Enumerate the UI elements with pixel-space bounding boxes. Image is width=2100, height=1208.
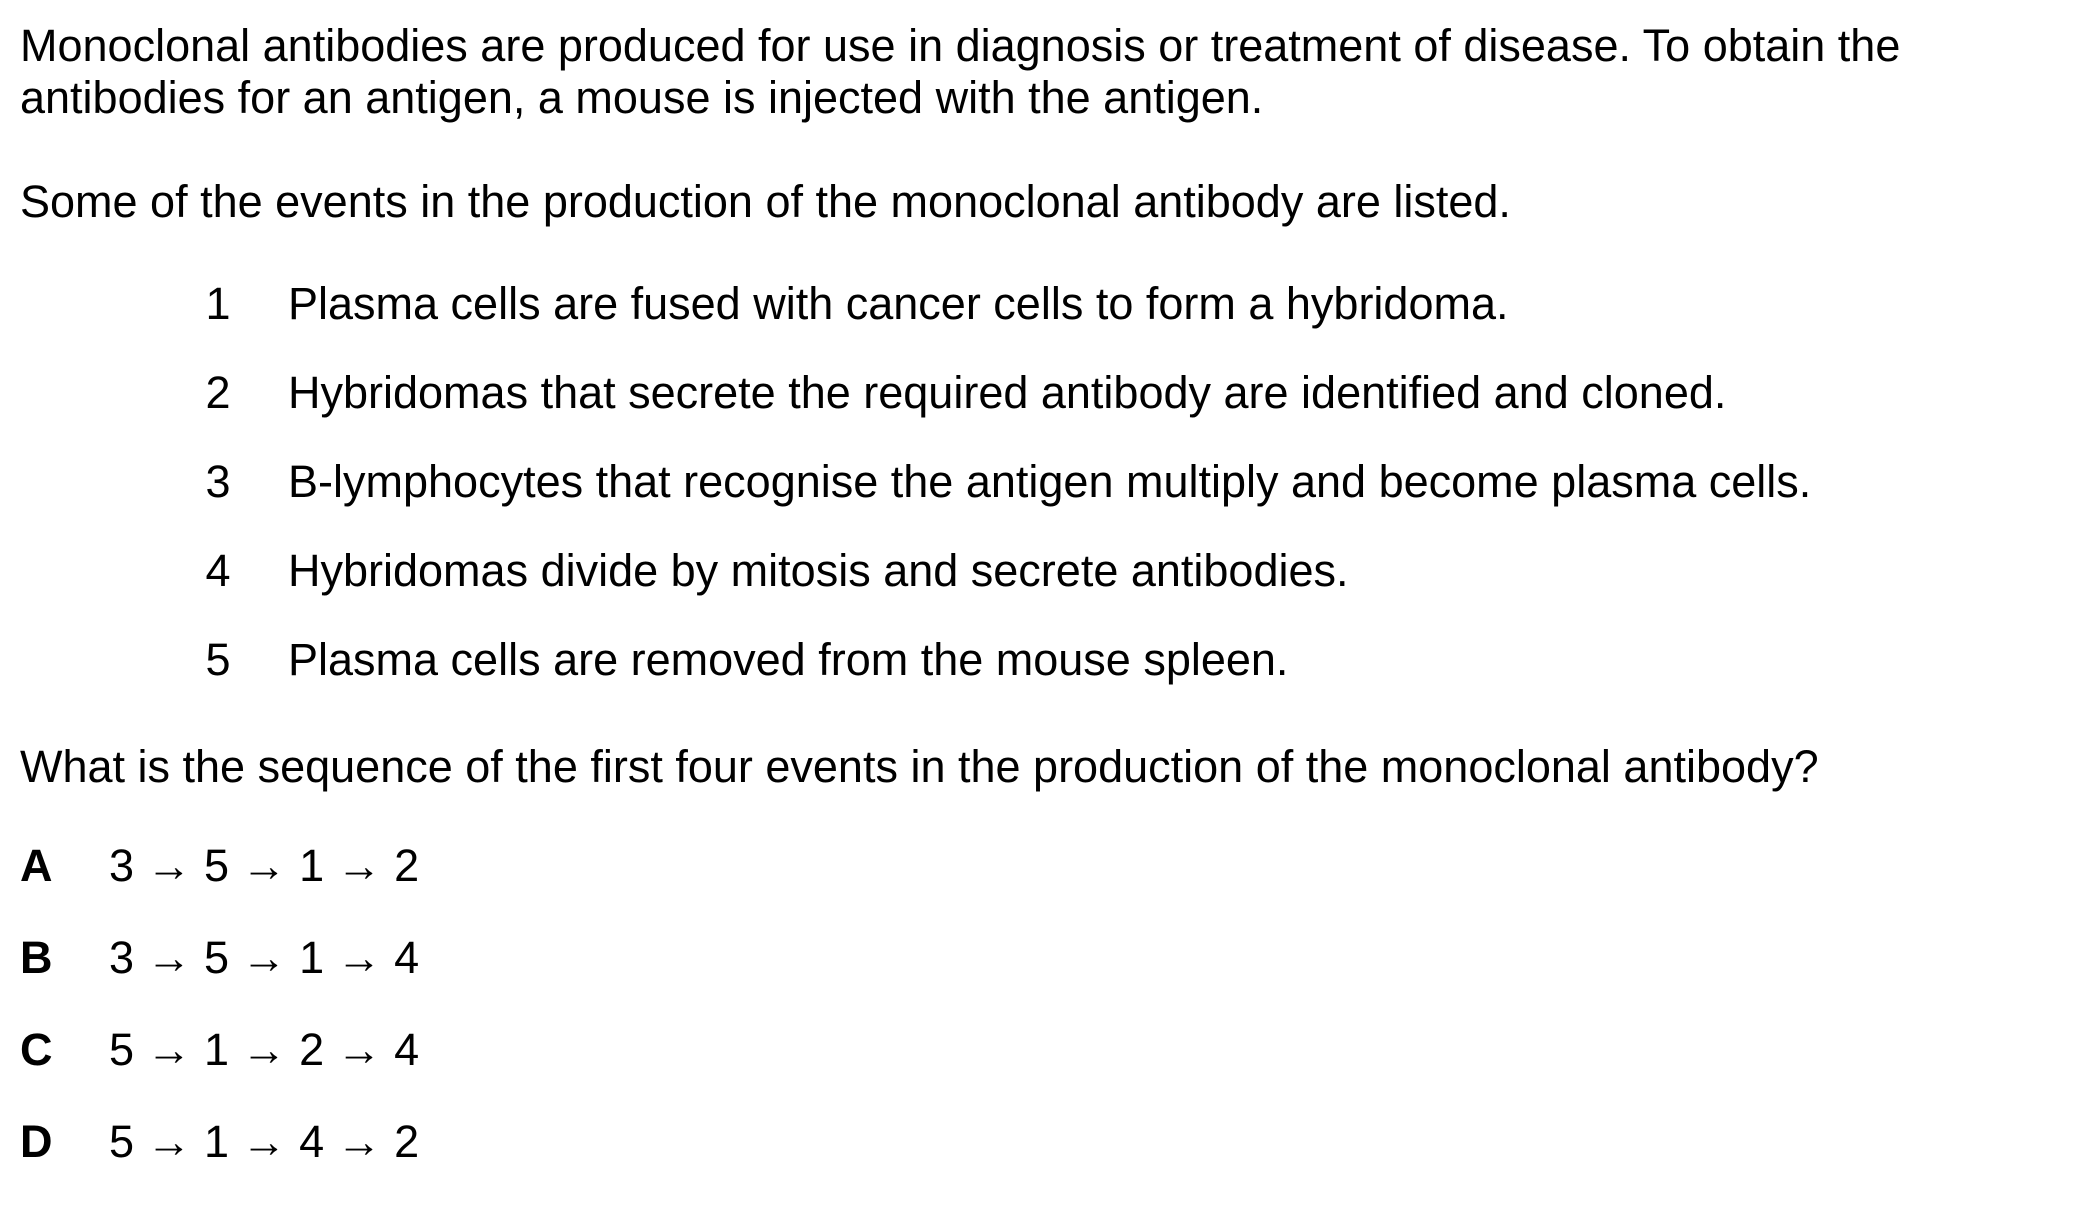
event-number: 5 xyxy=(205,634,231,685)
event-number: 2 xyxy=(205,367,231,418)
events-lead-text: Some of the events in the production of … xyxy=(20,176,1511,227)
intro-line-1: Monoclonal antibodies are produced for u… xyxy=(20,20,1901,71)
option-sequence: 5 → 1 → 2 → 4 xyxy=(109,1024,420,1075)
option-letter: C xyxy=(20,1024,53,1075)
option-letter: D xyxy=(20,1116,53,1167)
intro-paragraph: Monoclonal antibodies are produced for u… xyxy=(20,20,1900,124)
option-sequence: 3 → 5 → 1 → 2 xyxy=(109,840,420,891)
event-number: 3 xyxy=(205,456,231,507)
event-text: Hybridomas divide by mitosis and secrete… xyxy=(288,545,1349,596)
event-number: 1 xyxy=(205,278,231,329)
intro-line-2: antibodies for an antigen, a mouse is in… xyxy=(20,72,1264,123)
question-page: Monoclonal antibodies are produced for u… xyxy=(20,0,2080,1170)
question-text: What is the sequence of the first four e… xyxy=(20,741,1819,792)
option-letter: B xyxy=(20,932,53,983)
event-text: Plasma cells are fused with cancer cells… xyxy=(288,278,1509,329)
option-sequence: 3 → 5 → 1 → 4 xyxy=(109,932,420,983)
event-text: Plasma cells are removed from the mouse … xyxy=(288,634,1289,685)
option-sequence: 5 → 1 → 4 → 2 xyxy=(109,1116,420,1167)
event-text: Hybridomas that secrete the required ant… xyxy=(288,367,1727,418)
option-letter: A xyxy=(20,840,53,891)
event-text: B-lymphocytes that recognise the antigen… xyxy=(288,456,1812,507)
event-number: 4 xyxy=(205,545,231,596)
